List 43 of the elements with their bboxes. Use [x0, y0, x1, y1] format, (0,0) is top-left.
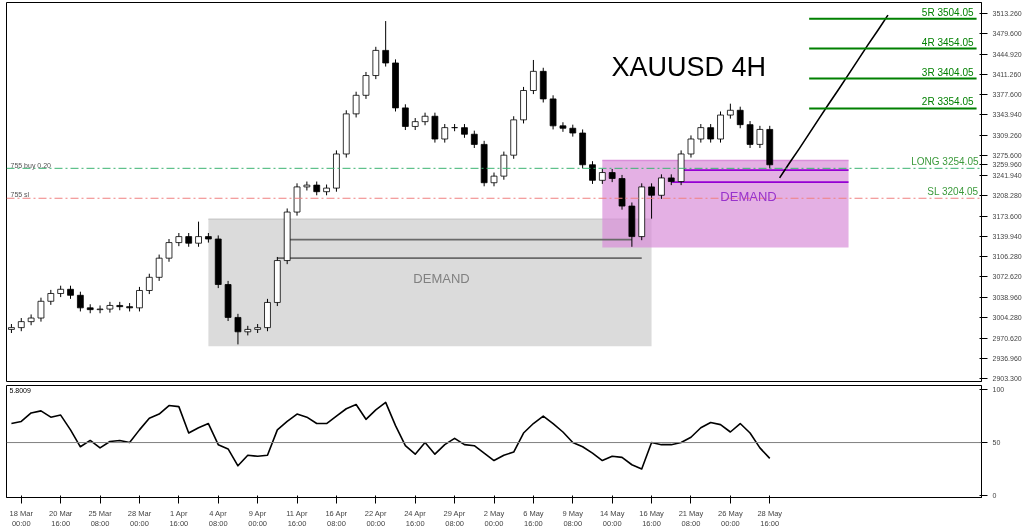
candlestick	[717, 110, 724, 144]
candlestick	[362, 71, 370, 100]
candlestick	[77, 291, 84, 312]
candlestick	[658, 173, 665, 200]
candlestick	[589, 160, 596, 185]
candlestick	[352, 91, 360, 118]
text: XAUUSD 4H	[611, 51, 767, 82]
candlestick	[136, 286, 143, 312]
candlestick	[155, 254, 163, 282]
series-label: 2R 3354.05	[921, 96, 975, 108]
candlestick	[195, 221, 202, 248]
candlestick	[746, 120, 754, 149]
line-series	[778, 14, 889, 179]
candlestick	[27, 313, 35, 326]
candlestick	[37, 297, 45, 323]
candlestick	[441, 123, 449, 144]
candlestick	[96, 304, 104, 314]
candlestick	[382, 20, 390, 68]
candlestick	[106, 301, 114, 314]
annotation: DEMAND	[720, 189, 777, 204]
candlestick	[736, 106, 744, 129]
candlestick	[648, 182, 655, 220]
candlestick	[687, 134, 695, 159]
series-label: 5R 3504.05	[921, 6, 975, 18]
candlestick	[165, 238, 173, 263]
candlestick	[697, 123, 705, 144]
ref-line-label: LONG 3254.05	[911, 156, 979, 168]
candlestick	[234, 313, 242, 345]
candlestick	[756, 125, 764, 149]
series-label: 4R 3454.05	[921, 36, 975, 48]
candlestick	[421, 112, 429, 126]
candlestick	[303, 181, 311, 191]
candlestick	[402, 103, 409, 131]
candlestick	[707, 123, 715, 144]
line-series	[10, 401, 771, 470]
series-label: 3R 3404.05	[921, 66, 975, 78]
annotation: DEMAND	[413, 271, 470, 286]
candlestick	[431, 112, 439, 144]
ref-line-label: SL 3204.05	[927, 186, 979, 198]
candlestick	[559, 121, 567, 133]
candlestick	[500, 151, 508, 181]
candlestick	[530, 59, 537, 95]
candlestick	[145, 273, 153, 295]
